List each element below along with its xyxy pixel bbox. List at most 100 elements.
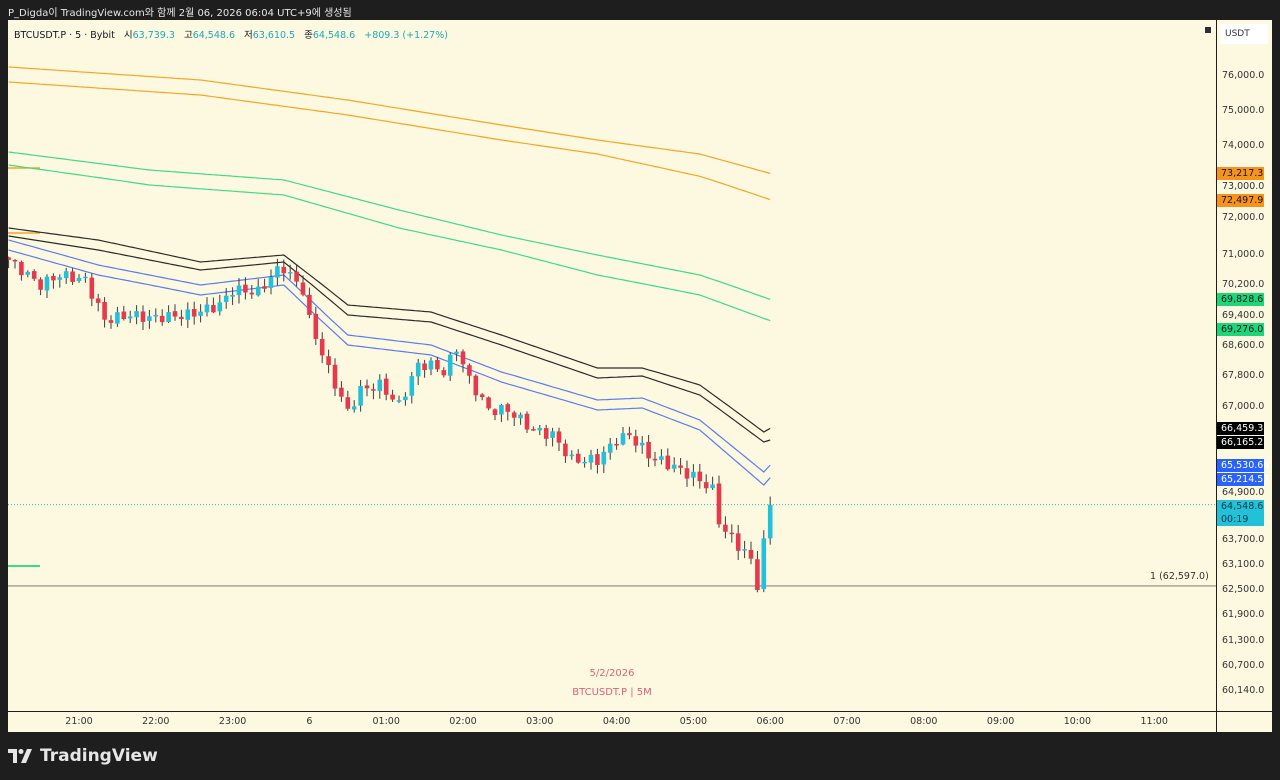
candle-body: [159, 315, 165, 323]
price-tick-label: 63,100.0: [1222, 559, 1265, 570]
candle-body: [390, 394, 395, 400]
candle-body: [19, 261, 24, 276]
candle-body: [601, 451, 607, 465]
candle-body: [108, 320, 114, 323]
candle-body: [332, 364, 338, 389]
candle-body: [249, 292, 255, 295]
time-axis[interactable]: [8, 712, 1216, 732]
candle-body: [748, 549, 754, 559]
band-line-orange-upper: [8, 66, 771, 174]
candle-body: [262, 286, 267, 289]
candle-body: [486, 397, 491, 409]
candle-body: [204, 304, 210, 313]
candle-body: [153, 314, 159, 317]
band-line-black-lower: [8, 235, 771, 443]
candle-body: [409, 376, 415, 396]
watermark-symbol: BTCUSDT.P | 5M: [572, 687, 652, 698]
candle-body: [729, 532, 735, 535]
candle-body: [723, 524, 728, 532]
candle-body: [198, 311, 203, 316]
candle-body: [243, 284, 248, 293]
candle-body: [518, 414, 523, 419]
candle-body: [364, 385, 370, 389]
candle-body: [543, 428, 549, 439]
low-value: 63,610.5: [252, 30, 296, 41]
price-badge: 66,165.2: [1217, 435, 1264, 449]
price-axis[interactable]: [1217, 20, 1272, 711]
chart-pane[interactable]: [8, 20, 1216, 711]
candle-body: [755, 559, 760, 590]
candle-body: [614, 443, 619, 446]
candle-body: [294, 271, 299, 282]
candle-body: [511, 412, 517, 418]
candle-body: [358, 385, 363, 406]
candle-body: [563, 443, 568, 457]
candle-body: [627, 433, 632, 436]
candle-body: [25, 271, 31, 275]
brand-name: TradingView: [40, 746, 158, 766]
candle-body: [761, 538, 767, 590]
price-tick-label: 76,000.0: [1222, 70, 1265, 81]
candle-body: [44, 276, 50, 291]
candle-body: [473, 375, 479, 396]
time-tick-label: 6: [306, 716, 313, 727]
candle-body: [230, 295, 235, 297]
candle-body: [492, 409, 498, 416]
candle-body: [742, 549, 747, 551]
candle-body: [415, 362, 421, 377]
candle-body: [684, 468, 690, 479]
symbol-info[interactable]: BTCUSDT.P · 5 · Bybit: [14, 30, 115, 41]
candle-body: [172, 311, 178, 317]
band-line-green-upper: [8, 151, 771, 300]
price-badge: 69,276.0: [1217, 323, 1264, 336]
candle-body: [620, 433, 626, 445]
time-tick-label: 10:00: [1063, 716, 1092, 727]
candle-body: [236, 285, 242, 296]
candle-body: [575, 453, 581, 463]
time-tick-label: 08:00: [910, 716, 938, 727]
last-price: 64,548.6: [1221, 500, 1264, 512]
candle-body: [121, 311, 127, 320]
candle-body: [588, 454, 594, 463]
candle-body: [556, 431, 562, 443]
candle-body: [454, 351, 459, 354]
maximize-icon[interactable]: [1205, 27, 1211, 33]
time-tick-label: 23:00: [218, 716, 247, 727]
price-tick-label: 75,000.0: [1222, 105, 1265, 116]
price-tick-label: 73,000.0: [1222, 180, 1265, 192]
candle-body: [211, 305, 216, 313]
candle-body: [447, 354, 453, 376]
candle-body: [735, 533, 741, 551]
candle-body: [57, 277, 63, 280]
candle-body: [396, 400, 402, 402]
candle-body: [8, 257, 11, 260]
candle-body: [703, 482, 709, 489]
high-value: 64,548.6: [192, 30, 236, 41]
candle-body: [467, 365, 472, 376]
horizontal-line-label: 1 (62,597.0): [1150, 571, 1209, 582]
band-line-black-upper: [8, 227, 771, 433]
currency-selector[interactable]: USDT: [1220, 24, 1268, 44]
last-price-badge: 64,548.6 00:19: [1217, 499, 1264, 526]
candle-body: [102, 301, 107, 320]
band-line-blue-lower: [8, 249, 771, 486]
candle-body: [595, 454, 600, 465]
candle-body: [460, 351, 466, 365]
bar-countdown: 00:19: [1221, 513, 1249, 525]
candle-body: [217, 302, 223, 312]
price-tick-label: 64,900.0: [1222, 486, 1265, 498]
candle-body: [326, 356, 331, 366]
candle-body: [479, 394, 485, 398]
price-tick-label: 60,140.0: [1222, 685, 1265, 696]
tradingview-logo-icon: [8, 749, 32, 763]
tradingview-logo[interactable]: TradingView: [8, 746, 158, 766]
time-tick-label: 11:00: [1140, 716, 1168, 727]
candle-body: [185, 309, 191, 320]
candle-body: [287, 272, 293, 274]
candle-body: [127, 316, 133, 319]
candle-body: [115, 312, 120, 324]
candle-body: [76, 277, 82, 282]
axis-corner: [1217, 712, 1272, 732]
candle-body: [697, 471, 703, 482]
